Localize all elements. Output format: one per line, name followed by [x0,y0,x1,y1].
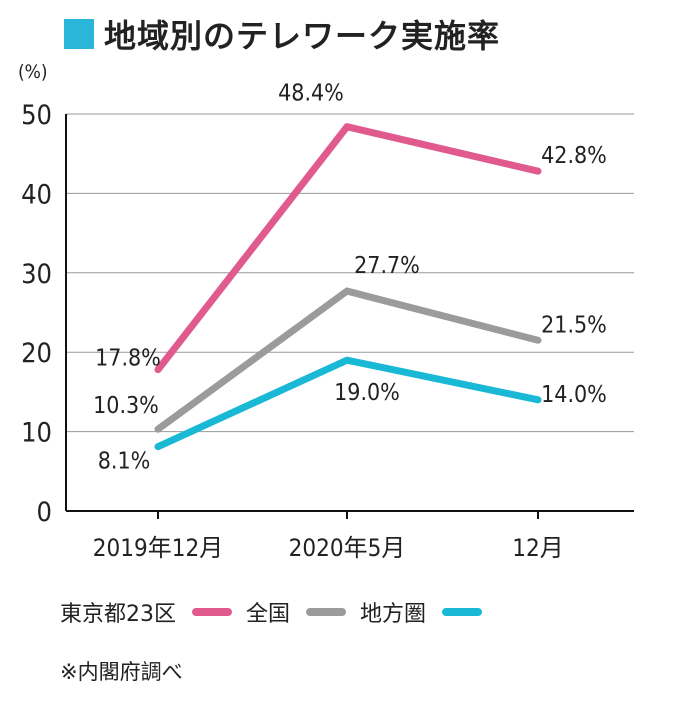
series-line-1 [154,123,542,374]
chart-legend: 東京都23区 全国 地方圏 [60,594,496,630]
y-tick-label: 20 [21,338,52,369]
title-square-icon [64,19,94,49]
legend-item: 全国 [246,596,347,628]
data-label: 19.0% [334,380,400,406]
x-tick-label: 2020年5月 [289,534,406,562]
series-line-3 [154,356,542,451]
y-tick-label: 40 [21,179,52,210]
chart-title-text: 地域別のテレワーク実施率 [104,17,501,55]
data-label: 14.0% [541,382,607,408]
x-tick-label: 2019年12月 [93,534,223,562]
legend-swatch [306,608,347,616]
y-tick-label: 10 [21,418,52,449]
data-label: 27.7% [354,253,420,279]
data-label: 17.8% [95,346,161,372]
legend-item: 東京都23区 [60,596,232,628]
legend-swatch [192,608,232,616]
chart-title: 地域別のテレワーク実施率 [64,12,500,56]
line-chart: 0 10 20 30 40 50 (%) 2019年12月 2020年5月 12月 17.8% 48.… [18,61,634,562]
data-label: 48.4% [278,81,344,107]
source-note: ※内閣府調べ [60,660,183,684]
y-axis-label: (%) [18,61,48,83]
legend-label: 地方圏 [360,602,427,627]
legend-label: 全国 [246,602,291,627]
y-tick-label: 50 [21,100,52,131]
data-label: 8.1% [98,449,151,475]
series-line-2 [154,287,542,433]
legend-swatch [442,608,483,616]
y-tick-label: 30 [21,259,52,290]
data-label: 21.5% [541,312,607,338]
x-tick-label: 12月 [512,534,563,562]
y-tick-label: 0 [37,497,52,528]
data-label: 10.3% [93,393,159,419]
data-label: 42.8% [541,143,607,169]
legend-label: 東京都23区 [60,602,176,627]
legend-item: 地方圏 [360,596,483,628]
